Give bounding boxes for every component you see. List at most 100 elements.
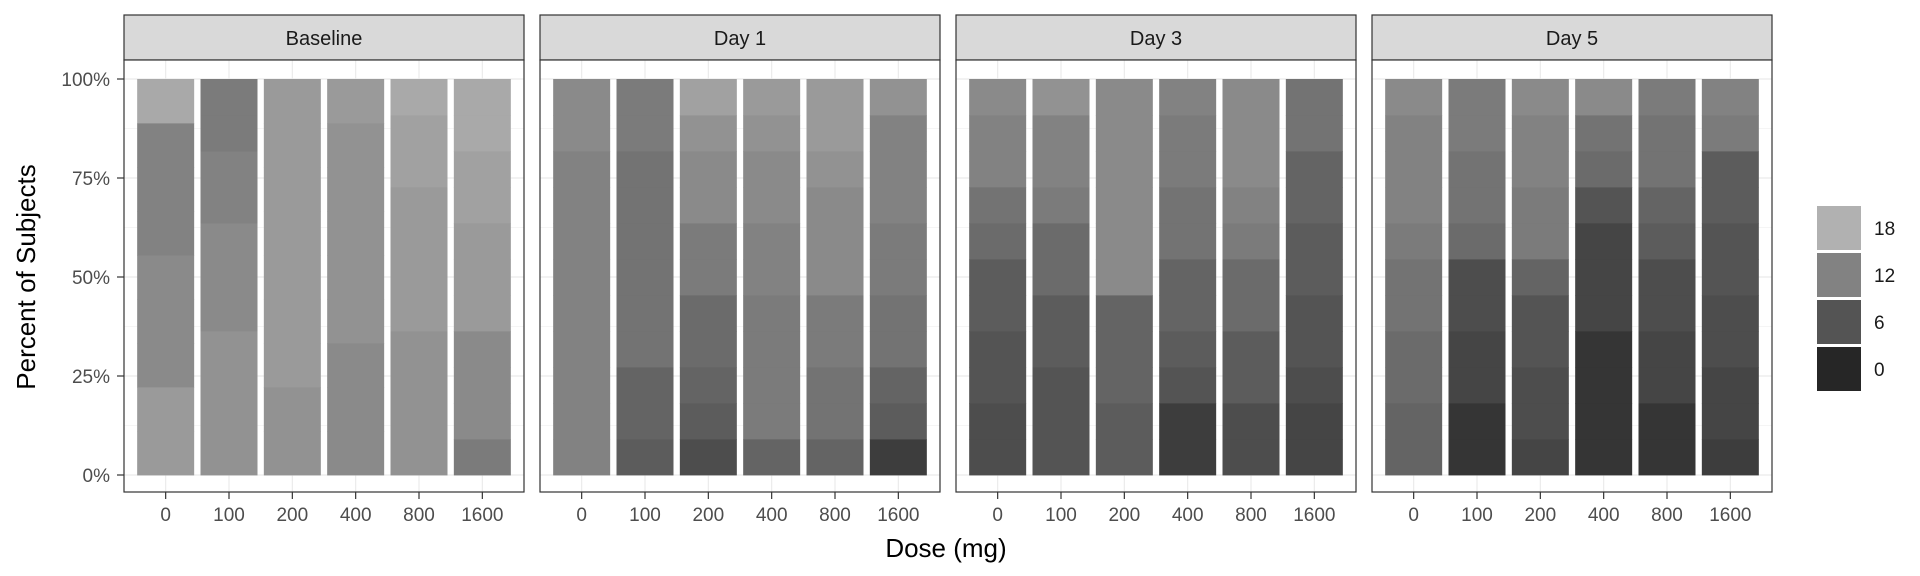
- bar-segment: [1511, 79, 1569, 116]
- bar-dose-200: [263, 79, 321, 476]
- legend-label: 6: [1874, 313, 1885, 334]
- facet-strip: [123, 14, 525, 61]
- bar-segment: [869, 223, 927, 260]
- bar-segment: [453, 403, 511, 440]
- bar-segment: [200, 151, 258, 188]
- x-tick-label: 800: [819, 505, 851, 526]
- bar-segment: [743, 367, 801, 404]
- bar-segment: [200, 367, 258, 404]
- bar-segment: [1222, 151, 1280, 188]
- bar-segment: [1448, 259, 1506, 296]
- facet-strip-label: Day 1: [714, 28, 766, 50]
- bar-segment: [869, 115, 927, 152]
- bar-segment: [453, 331, 511, 368]
- bar-segment: [1222, 403, 1280, 440]
- bar-segment: [616, 331, 674, 368]
- bar-segment: [743, 259, 801, 296]
- bar-segment: [743, 331, 801, 368]
- bar-segment: [200, 187, 258, 224]
- bar-segment: [1159, 295, 1217, 332]
- bar-segment: [137, 211, 195, 256]
- bar-segment: [263, 211, 321, 256]
- x-tick-label: 200: [276, 505, 308, 526]
- y-tick-label: 0%: [83, 466, 111, 487]
- bar-segment: [553, 79, 611, 116]
- bar-segment: [616, 115, 674, 152]
- bar-segment: [1285, 403, 1343, 440]
- bar-segment: [453, 439, 511, 476]
- bar-segment: [1222, 439, 1280, 476]
- x-tick-label: 100: [1461, 505, 1493, 526]
- bar-segment: [1222, 367, 1280, 404]
- bar-segment: [1448, 79, 1506, 116]
- bar-segment: [453, 259, 511, 296]
- bar-dose-1600: [1285, 79, 1343, 476]
- bar-segment: [743, 151, 801, 188]
- bar-segment: [327, 299, 385, 344]
- bar-segment: [1511, 367, 1569, 404]
- x-tick-label: 200: [692, 505, 724, 526]
- bar-segment: [806, 79, 864, 116]
- bar-segment: [1575, 115, 1633, 152]
- bar-segment: [743, 187, 801, 224]
- bar-dose-1600: [1701, 79, 1759, 476]
- bar-segment: [1032, 151, 1090, 188]
- bar-segment: [1385, 367, 1443, 404]
- bar-segment: [1701, 331, 1759, 368]
- bar-segment: [263, 167, 321, 212]
- bar-segment: [200, 223, 258, 260]
- bar-segment: [453, 79, 511, 116]
- bar-segment: [869, 367, 927, 404]
- x-tick-label: 800: [403, 505, 435, 526]
- bar-segment: [137, 387, 195, 432]
- bar-segment: [1159, 259, 1217, 296]
- bar-segment: [743, 295, 801, 332]
- bar-dose-400: [743, 79, 801, 476]
- bar-segment: [1032, 259, 1090, 296]
- y-tick-label: 100%: [61, 70, 110, 91]
- bar-segment: [1032, 295, 1090, 332]
- bar-segment: [327, 167, 385, 212]
- bar-segment: [1285, 439, 1343, 476]
- bar-segment: [679, 151, 737, 188]
- bar-segment: [1285, 151, 1343, 188]
- bar-segment: [327, 255, 385, 300]
- bar-segment: [1222, 295, 1280, 332]
- bar-segment: [553, 223, 611, 260]
- bar-segment: [679, 115, 737, 152]
- bar-segment: [1448, 115, 1506, 152]
- bar-segment: [1222, 79, 1280, 116]
- bar-segment: [263, 299, 321, 344]
- bar-segment: [200, 79, 258, 116]
- bar-segment: [616, 151, 674, 188]
- bar-segment: [553, 403, 611, 440]
- bar-segment: [1638, 115, 1696, 152]
- bar-segment: [263, 387, 321, 432]
- bar-segment: [137, 167, 195, 212]
- bar-segment: [1575, 367, 1633, 404]
- panel-border: [123, 59, 525, 493]
- bar-segment: [327, 387, 385, 432]
- bar-segment: [616, 259, 674, 296]
- legend: 18 12 6 0: [1817, 206, 1895, 391]
- bar-segment: [969, 151, 1027, 188]
- x-tick-label: 1600: [1709, 505, 1751, 526]
- bar-dose-100: [1448, 79, 1506, 476]
- bar-segment: [1095, 79, 1153, 116]
- bar-segment: [553, 295, 611, 332]
- bar-segment: [1511, 403, 1569, 440]
- x-tick-label: 200: [1524, 505, 1556, 526]
- bar-segment: [1511, 187, 1569, 224]
- bar-segment: [1222, 331, 1280, 368]
- panel-border: [955, 59, 1357, 493]
- bar-segment: [1095, 151, 1153, 188]
- bar-segment: [1385, 259, 1443, 296]
- bar-segment: [616, 187, 674, 224]
- bar-segment: [1575, 331, 1633, 368]
- bar-segment: [1701, 295, 1759, 332]
- bar-segment: [327, 123, 385, 168]
- bar-segment: [1159, 223, 1217, 260]
- bar-segment: [1032, 187, 1090, 224]
- bar-segment: [869, 295, 927, 332]
- bar-segment: [1701, 151, 1759, 188]
